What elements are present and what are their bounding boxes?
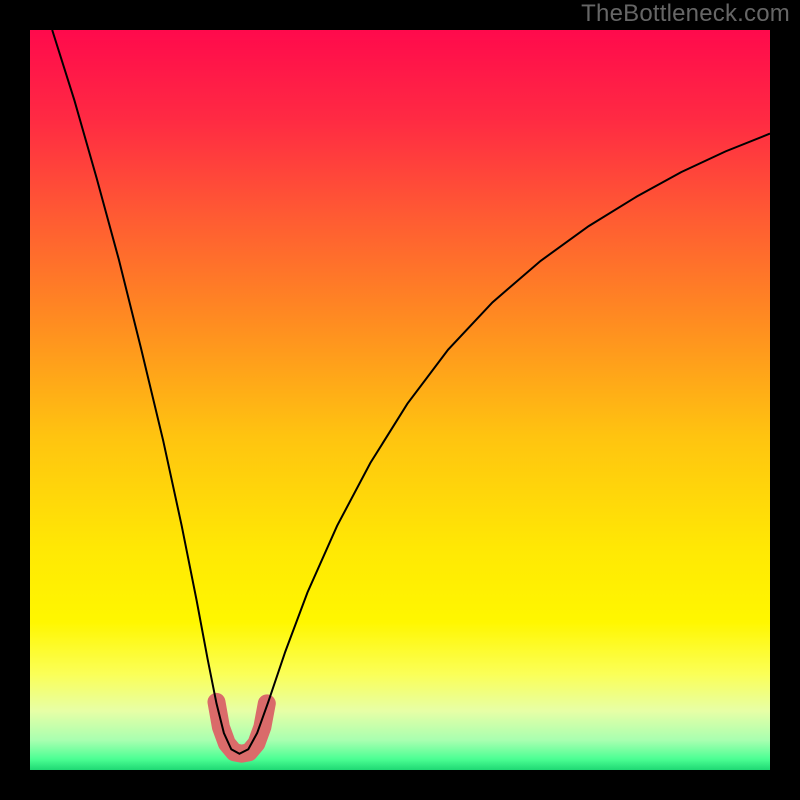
chart-stage: TheBottleneck.com (0, 0, 800, 800)
gradient-background (30, 30, 770, 770)
watermark-text: TheBottleneck.com (581, 0, 790, 28)
bottleneck-chart (0, 0, 800, 800)
